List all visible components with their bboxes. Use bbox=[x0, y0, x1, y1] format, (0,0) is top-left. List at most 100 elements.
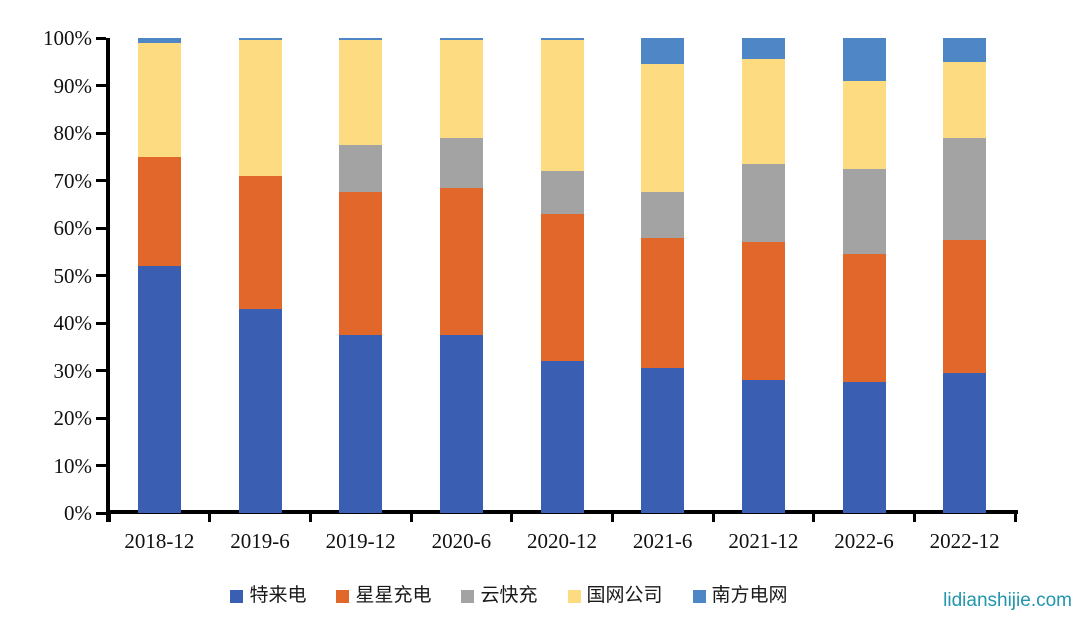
y-tick-label: 20% bbox=[53, 406, 93, 430]
x-tick-mark bbox=[409, 513, 413, 522]
legend-item-nanfang: 南方电网 bbox=[692, 585, 788, 607]
bar-segment-xingxing bbox=[540, 213, 584, 361]
bar-column-2019-12 bbox=[339, 38, 383, 513]
legend-swatch-nanfang bbox=[692, 589, 706, 603]
bar-segment-telaidian bbox=[842, 382, 886, 513]
bar-column-2020-12 bbox=[540, 38, 584, 513]
y-tick-label: 100% bbox=[43, 26, 92, 50]
bar-segment-telaidian bbox=[339, 334, 383, 513]
bar-segment-yunkuaichong bbox=[842, 168, 886, 255]
y-tick-label: 80% bbox=[53, 121, 93, 145]
legend-swatch-yunkuaichong bbox=[461, 589, 475, 603]
bar-segment-telaidian bbox=[137, 266, 181, 513]
bar-segment-guowang bbox=[439, 40, 483, 138]
legend-swatch-telaidian bbox=[230, 589, 244, 603]
x-tick-mark bbox=[308, 513, 312, 522]
bar-column-2019-6 bbox=[238, 38, 282, 513]
bar-segment-nanfang bbox=[741, 38, 785, 60]
bar-segment-guowang bbox=[943, 61, 987, 138]
y-tick-label: 10% bbox=[53, 453, 93, 478]
bar-column-2021-6 bbox=[641, 38, 685, 513]
x-tick-label: 2019-12 bbox=[325, 529, 396, 553]
bar-segment-nanfang bbox=[943, 38, 987, 62]
x-tick-label: 2020-12 bbox=[527, 529, 597, 553]
x-tick-label: 2019-6 bbox=[230, 529, 290, 553]
y-tick-mark bbox=[96, 84, 106, 87]
y-tick-mark bbox=[96, 464, 106, 467]
legend-label-xingxing: 星星充电 bbox=[355, 585, 432, 606]
bar-segment-nanfang bbox=[439, 38, 483, 41]
bar-column-2022-6 bbox=[842, 38, 886, 513]
y-tick-label: 40% bbox=[53, 311, 93, 335]
bar-segment-nanfang bbox=[137, 38, 181, 43]
legend-item-telaidian: 特来电 bbox=[230, 585, 306, 607]
bar-segment-telaidian bbox=[943, 372, 987, 513]
y-tick-label: 50% bbox=[53, 263, 93, 288]
bar-segment-yunkuaichong bbox=[439, 137, 483, 188]
legend-label-telaidian: 特来电 bbox=[249, 585, 307, 606]
legend-item-xingxing: 星星充电 bbox=[336, 585, 431, 607]
bar-column-2021-12 bbox=[741, 38, 785, 513]
legend-item-guowang: 国网公司 bbox=[567, 585, 663, 607]
x-tick-label: 2022-12 bbox=[929, 529, 1000, 553]
x-tick-label: 2020-6 bbox=[431, 529, 492, 553]
y-tick-mark bbox=[96, 511, 106, 515]
y-tick-label: 0% bbox=[64, 501, 92, 525]
x-tick-mark bbox=[711, 513, 715, 522]
legend-swatch-xingxing bbox=[336, 589, 350, 603]
y-tick-label: 60% bbox=[53, 216, 93, 240]
bar-segment-guowang bbox=[641, 64, 685, 193]
bar-segment-xingxing bbox=[439, 187, 483, 335]
bar-segment-yunkuaichong bbox=[741, 163, 785, 243]
bar-segment-telaidian bbox=[741, 380, 785, 513]
bar-segment-guowang bbox=[238, 40, 282, 176]
y-tick-mark bbox=[96, 179, 106, 182]
y-tick-mark bbox=[96, 131, 106, 135]
bar-segment-xingxing bbox=[339, 192, 383, 335]
watermark-text: lidianshijie.com bbox=[943, 590, 1072, 611]
bar-segment-nanfang bbox=[842, 38, 886, 81]
bar-segment-nanfang bbox=[238, 38, 282, 41]
x-tick-label: 2021-12 bbox=[728, 529, 799, 553]
bar-segment-telaidian bbox=[540, 361, 584, 513]
y-axis bbox=[106, 38, 110, 522]
x-tick-mark bbox=[812, 513, 816, 522]
bar-segment-yunkuaichong bbox=[339, 144, 383, 193]
y-tick-mark bbox=[96, 416, 106, 420]
bar-segment-guowang bbox=[842, 80, 886, 169]
bar-segment-xingxing bbox=[741, 242, 785, 380]
legend-swatch-guowang bbox=[567, 589, 581, 603]
x-tick-mark bbox=[107, 513, 111, 522]
legend-label-yunkuaichong: 云快充 bbox=[480, 585, 538, 606]
bar-segment-telaidian bbox=[238, 308, 282, 513]
y-tick-label: 70% bbox=[53, 168, 93, 193]
y-tick-label: 30% bbox=[53, 358, 93, 383]
y-tick-label: 90% bbox=[53, 73, 93, 98]
legend-item-yunkuaichong: 云快充 bbox=[461, 585, 538, 607]
x-tick-mark bbox=[610, 513, 614, 522]
y-tick-mark bbox=[96, 36, 106, 40]
bar-column-2020-6 bbox=[439, 38, 483, 513]
x-tick-mark bbox=[510, 513, 514, 522]
y-tick-mark bbox=[96, 226, 106, 230]
bar-segment-yunkuaichong bbox=[641, 192, 685, 238]
bar-segment-yunkuaichong bbox=[540, 171, 584, 214]
bar-segment-guowang bbox=[540, 40, 584, 171]
bar-segment-guowang bbox=[741, 59, 785, 164]
bar-segment-telaidian bbox=[641, 368, 685, 513]
x-tick-label: 2018-12 bbox=[124, 529, 195, 553]
bar-segment-xingxing bbox=[641, 237, 685, 369]
bar-segment-nanfang bbox=[339, 38, 383, 41]
chart-legend: 特来电 星星充电 云快充 国网公司 南方电网 bbox=[109, 585, 909, 607]
legend-label-nanfang: 南方电网 bbox=[711, 585, 788, 606]
bar-segment-yunkuaichong bbox=[943, 137, 987, 240]
bar-segment-xingxing bbox=[842, 254, 886, 383]
bar-segment-guowang bbox=[339, 40, 383, 145]
bar-segment-xingxing bbox=[137, 156, 181, 266]
x-tick-mark bbox=[208, 513, 212, 522]
y-tick-mark bbox=[96, 274, 106, 277]
bar-segment-xingxing bbox=[943, 239, 987, 373]
bar-column-2018-12 bbox=[137, 38, 181, 513]
bar-segment-guowang bbox=[137, 42, 181, 157]
